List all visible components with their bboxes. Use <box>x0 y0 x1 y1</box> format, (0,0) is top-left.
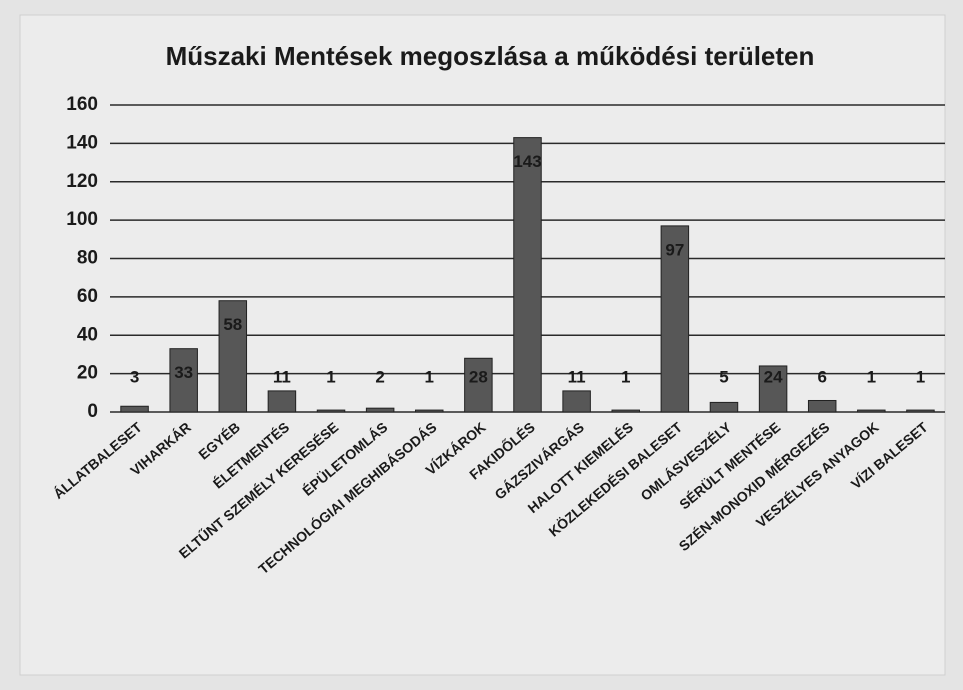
value-label: 33 <box>174 363 193 382</box>
y-tick-label: 120 <box>66 171 98 192</box>
value-label: 11 <box>568 367 586 386</box>
bar <box>120 405 149 413</box>
bar <box>316 409 346 413</box>
bar <box>660 225 690 413</box>
value-label: 1 <box>621 367 630 386</box>
value-label: 143 <box>513 152 541 171</box>
value-label: 3 <box>130 367 139 386</box>
bar <box>807 399 837 413</box>
value-label: 2 <box>375 367 384 386</box>
value-label: 28 <box>469 367 488 386</box>
value-label: 1 <box>867 367 876 386</box>
value-label: 11 <box>273 367 291 386</box>
y-tick-label: 40 <box>77 324 98 345</box>
bar <box>709 401 739 413</box>
value-label: 1 <box>916 367 925 386</box>
bar <box>611 409 640 413</box>
bar <box>857 409 886 413</box>
value-label: 97 <box>665 240 684 259</box>
bar <box>267 390 297 413</box>
bar <box>464 357 493 413</box>
chart-area <box>19 14 946 676</box>
bar <box>365 407 395 413</box>
y-tick-label: 20 <box>77 363 98 384</box>
chart-title: Műszaki Mentések megoszlása a működési t… <box>166 41 815 71</box>
y-tick-label: 60 <box>77 286 98 307</box>
bar <box>218 300 248 413</box>
bar <box>415 409 444 413</box>
value-label: 6 <box>817 367 826 386</box>
value-label: 5 <box>719 367 728 386</box>
value-label: 58 <box>223 315 242 334</box>
bar <box>513 137 542 413</box>
y-tick-label: 100 <box>66 209 98 230</box>
value-label: 24 <box>764 367 783 386</box>
y-tick-label: 160 <box>66 94 98 115</box>
value-label: 1 <box>425 367 434 386</box>
y-tick-label: 0 <box>87 401 98 422</box>
bar <box>906 409 935 413</box>
y-tick-label: 140 <box>66 132 98 153</box>
value-label: 1 <box>326 367 335 386</box>
bar <box>562 390 591 413</box>
bar <box>758 365 788 413</box>
y-tick-label: 80 <box>77 248 98 269</box>
bar <box>169 348 198 413</box>
